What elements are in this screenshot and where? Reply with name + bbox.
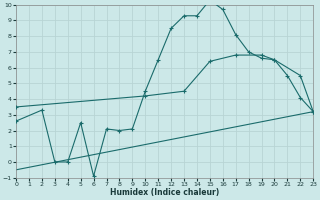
X-axis label: Humidex (Indice chaleur): Humidex (Indice chaleur) — [110, 188, 219, 197]
